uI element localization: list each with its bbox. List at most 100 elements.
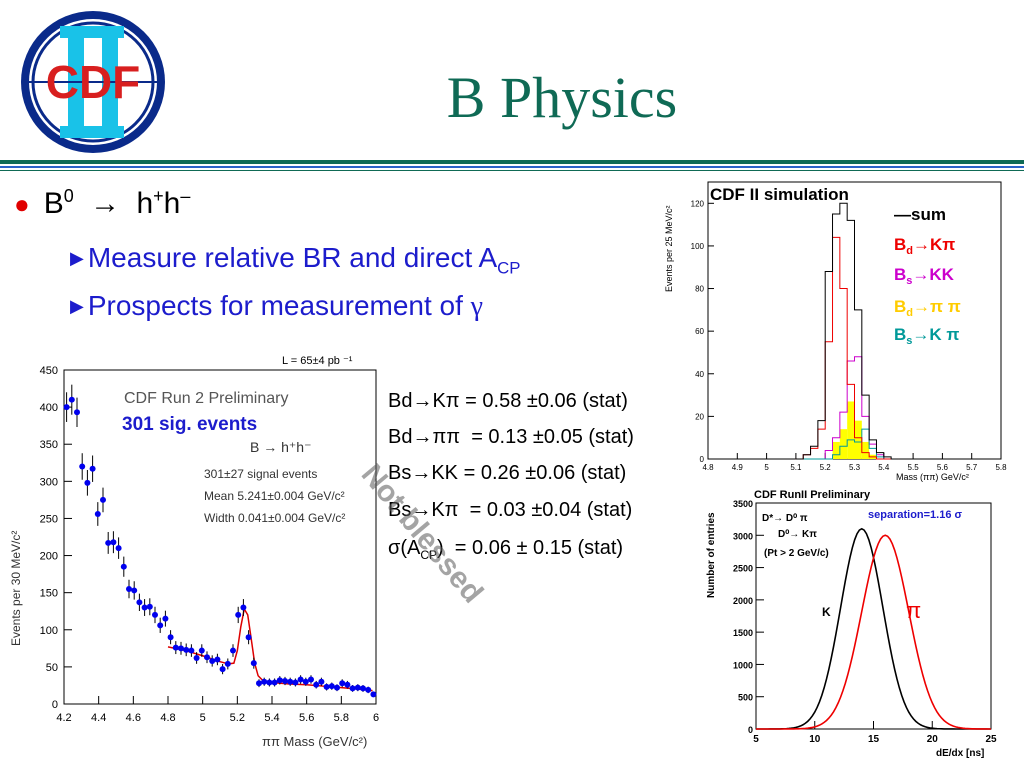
title-rule-teal [0, 160, 1024, 164]
chart1-data-point [224, 660, 231, 667]
chart3-y-tick-label: 3500 [733, 499, 753, 509]
chart3-decay-line: (Pt > 2 GeV/c) [764, 548, 829, 559]
chart1-data-point [250, 660, 257, 667]
chart1-data-point [214, 656, 221, 663]
chart1-data-point [302, 678, 309, 685]
chart1-title: CDF Run 2 Preliminary [124, 390, 288, 407]
chart1-x-tick-label: 5 [200, 712, 206, 724]
chart1-x-tick-label: 4.2 [56, 712, 71, 724]
chart3-series-curve [755, 534, 992, 730]
chart1-data-point [219, 666, 226, 673]
chart3-series-label-pi: π [906, 598, 921, 623]
chart1-data-point [157, 622, 164, 629]
chart3-series-label-k: K [822, 605, 831, 619]
chart3-x-tick-label: 25 [985, 734, 997, 745]
chart2-title: CDF II simulation [710, 185, 849, 204]
chart2-x-tick-label: 5 [764, 463, 769, 472]
result-line: Bs→Kπ = 0.03 ±0.04 (stat) [388, 499, 633, 521]
chart1-data-point [318, 678, 325, 685]
chart3-y-tick-label: 3000 [733, 531, 753, 541]
chart1-x-tick-label: 4.4 [91, 712, 106, 724]
chart2-legend-entry: —sum [894, 205, 946, 224]
chart1-y-tick-label: 400 [40, 402, 58, 414]
chart1-data-point [131, 587, 138, 594]
chart1-data-point [334, 684, 340, 691]
chart1-data-point [84, 479, 91, 486]
result-line: Bd→ππ = 0.13 ±0.05 (stat) [388, 426, 634, 448]
sub-bullet-1-sub: CP [497, 258, 521, 278]
chart2-y-tick-label: 40 [695, 370, 704, 379]
chart3-ylabel: Number of entries [706, 512, 717, 598]
chart1-data-point [68, 396, 75, 403]
chart2-x-tick-label: 5.4 [878, 463, 890, 472]
chart1-y-tick-label: 150 [40, 588, 58, 600]
chart1-data-point [204, 654, 210, 661]
chart1-data-point [136, 599, 143, 606]
bullet-h1-sup: + [153, 186, 164, 206]
chart1-data-point [105, 539, 112, 546]
chart3-separation: separation=1.16 σ [868, 509, 963, 521]
chart1-data-point [256, 680, 262, 687]
chart2-bar [847, 401, 855, 459]
chart1-data-point [193, 654, 200, 661]
chart1-x-tick-label: 6 [373, 712, 379, 724]
chart1-data-point [146, 603, 153, 610]
chart1-data-point [79, 463, 86, 470]
chart1-data-point [287, 678, 294, 685]
chart2-legend-entry: Bd→Kπ [894, 235, 955, 257]
chart1-x-tick-label: 5.4 [264, 712, 279, 724]
chart1-data-point [115, 545, 122, 552]
chart3-y-tick-label: 0 [748, 725, 753, 735]
chart1-data-point [313, 681, 320, 688]
chart1-x-tick-label: 4.6 [126, 712, 141, 724]
chart1-data-point [152, 611, 158, 618]
chart1-y-tick-label: 100 [40, 625, 58, 637]
result-line: Bd→Kπ = 0.58 ±0.06 (stat) [388, 390, 628, 412]
chart2-y-tick-label: 100 [691, 242, 705, 251]
sub-bullet-2-text: Prospects for measurement of [87, 290, 471, 321]
chart1-data-point [266, 679, 273, 686]
simulation-histogram-chart: 4.8 4.9 5 5.1 5.2 5.3 5.4 5.5 5.6 5.7 5.8 0 20 40 60 80… [664, 181, 1007, 482]
chart3-x-tick-label: 15 [868, 734, 880, 745]
sub-bullet-1-text: Measure relative BR and direct A [87, 242, 498, 273]
chart1-data-point [209, 657, 216, 664]
chart3-decay-line: D*→ D⁰ π [762, 513, 808, 524]
title-rule-thin [0, 170, 1024, 171]
chart1-data-point [297, 676, 304, 683]
chart2-x-tick-label: 5.1 [790, 463, 802, 472]
chart3-x-tick-label: 10 [809, 734, 821, 745]
chart1-y-tick-label: 450 [40, 365, 58, 377]
chart1-data-point [339, 680, 346, 687]
chart2-bar [832, 441, 840, 459]
chart1-data-point [188, 647, 195, 654]
chart1-x-tick-label: 4.8 [160, 712, 175, 724]
chart1-data-point [162, 615, 169, 622]
chart1-data-point [245, 634, 252, 641]
chart1-lumi: L = 65±4 pb ⁻¹ [282, 355, 353, 367]
chart2-y-tick-label: 60 [695, 327, 704, 336]
sub-bullet-1: ▶ Measure relative BR and direct ACP [70, 242, 520, 279]
triangle-bullet-icon: ▶ [70, 296, 84, 316]
chart1-data-point [349, 685, 356, 692]
chart3-x-tick-label: 5 [753, 734, 759, 745]
chart2-x-tick-label: 5.7 [966, 463, 978, 472]
chart3-decay-line: D⁰→ Kπ [778, 529, 817, 540]
chart2-series-line [795, 236, 899, 460]
slide-title: B Physics [446, 65, 678, 130]
chart1-data-point [308, 676, 314, 683]
chart1-data-point [230, 647, 236, 654]
chart2-x-tick-label: 5.2 [820, 463, 832, 472]
chart2-y-tick-label: 80 [695, 285, 704, 294]
chart1-data-point [100, 496, 106, 503]
chart1-info-line: Width 0.041±0.004 GeV/c² [204, 511, 345, 525]
chart1-ylabel: Events per 30 MeV/c² [9, 531, 23, 646]
chart3-y-tick-label: 500 [738, 693, 753, 703]
sub-bullet-2: ▶ Prospects for measurement of γ [70, 290, 483, 323]
chart1-data-point [292, 679, 299, 686]
dedx-chart: 5 10 15 20 25 0 500 1000 1500 2000 2500 3000 3500 CD… [706, 489, 997, 759]
chart1-y-tick-label: 350 [40, 439, 58, 451]
chart3-x-tick-label: 20 [927, 734, 939, 745]
chart1-annotation: 301 sig. events [122, 414, 257, 435]
chart1-data-point [172, 644, 179, 651]
chart1-data-point [235, 611, 242, 618]
